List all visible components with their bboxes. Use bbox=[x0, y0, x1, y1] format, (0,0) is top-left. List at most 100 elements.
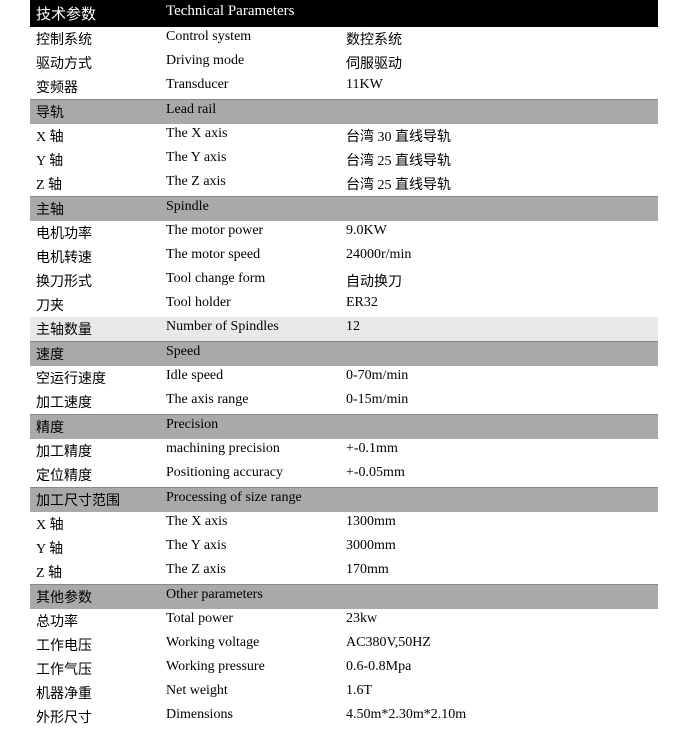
section-header: 精度 Precision bbox=[30, 414, 658, 439]
section-title-cn: 速度 bbox=[36, 344, 166, 364]
row-value: 9.0KW bbox=[346, 223, 652, 243]
row-label-en: The motor speed bbox=[166, 247, 346, 267]
section-title-cn: 其他参数 bbox=[36, 587, 166, 607]
row-value: 11KW bbox=[346, 77, 652, 97]
table-row: 刀夹Tool holderER32 bbox=[30, 293, 658, 317]
row-label-cn: Z 轴 bbox=[36, 174, 166, 194]
section-title-en: Other parameters bbox=[166, 587, 263, 607]
row-label-en: Working pressure bbox=[166, 659, 346, 679]
section-title-cn: 精度 bbox=[36, 417, 166, 437]
row-label-cn: 控制系统 bbox=[36, 29, 166, 49]
table-row: 加工速度The axis range0-15m/min bbox=[30, 390, 658, 414]
row-value: 台湾 30 直线导轨 bbox=[346, 126, 652, 146]
table-row: Z 轴The Z axis170mm bbox=[30, 560, 658, 584]
row-label-en: Number of Spindles bbox=[166, 319, 346, 339]
section-header: 其他参数Other parameters bbox=[30, 584, 658, 609]
header-cn: 技术参数 bbox=[36, 3, 166, 24]
row-label-en: The motor power bbox=[166, 223, 346, 243]
table-row: 加工精度machining precision+-0.1mm bbox=[30, 439, 658, 463]
table-row: 总功率Total power23kw bbox=[30, 609, 658, 633]
row-label-cn: 驱动方式 bbox=[36, 53, 166, 73]
row-label-en: Working voltage bbox=[166, 635, 346, 655]
table-row: 电机功率The motor power9.0KW bbox=[30, 221, 658, 245]
row-label-cn: 加工速度 bbox=[36, 392, 166, 412]
row-label-en: The axis range bbox=[166, 392, 346, 412]
row-value: 自动换刀 bbox=[346, 271, 652, 291]
row-value: 台湾 25 直线导轨 bbox=[346, 150, 652, 170]
table-row: 控制系统Control system数控系统 bbox=[30, 27, 658, 51]
table-row: 外形尺寸Dimensions4.50m*2.30m*2.10m bbox=[30, 705, 658, 729]
row-label-en: Tool holder bbox=[166, 295, 346, 315]
row-label-en: Idle speed bbox=[166, 368, 346, 388]
section-title-en: Precision bbox=[166, 417, 218, 437]
row-value: 1.6T bbox=[346, 683, 652, 703]
table-row: 工作电压Working voltageAC380V,50HZ bbox=[30, 633, 658, 657]
row-label-cn: Y 轴 bbox=[36, 150, 166, 170]
section-title-cn: 加工尺寸范围 bbox=[36, 490, 166, 510]
row-label-en: The Z axis bbox=[166, 562, 346, 582]
row-value: 1300mm bbox=[346, 514, 652, 534]
table-row: 换刀形式Tool change form自动换刀 bbox=[30, 269, 658, 293]
row-label-en: Tool change form bbox=[166, 271, 346, 291]
row-label-cn: 机器净重 bbox=[36, 683, 166, 703]
row-label-en: The X axis bbox=[166, 126, 346, 146]
row-label-cn: 工作气压 bbox=[36, 659, 166, 679]
section-header: 速度 Speed bbox=[30, 341, 658, 366]
row-label-cn: X 轴 bbox=[36, 126, 166, 146]
section-title-en: Processing of size range bbox=[166, 490, 302, 510]
table-row: 机器净重Net weight1.6T bbox=[30, 681, 658, 705]
table-row: Y 轴The Y axis台湾 25 直线导轨 bbox=[30, 148, 658, 172]
table-body: 控制系统Control system数控系统驱动方式Driving mode伺服… bbox=[30, 27, 658, 729]
row-label-cn: Y 轴 bbox=[36, 538, 166, 558]
row-value: 12 bbox=[346, 319, 652, 339]
row-value: 23kw bbox=[346, 611, 652, 631]
row-label-cn: 工作电压 bbox=[36, 635, 166, 655]
row-label-en: The Y axis bbox=[166, 150, 346, 170]
row-value: 数控系统 bbox=[346, 29, 652, 49]
row-value: ER32 bbox=[346, 295, 652, 315]
table-row: 定位精度Positioning accuracy+-0.05mm bbox=[30, 463, 658, 487]
row-value: 3000mm bbox=[346, 538, 652, 558]
row-label-cn: 换刀形式 bbox=[36, 271, 166, 291]
row-value: +-0.05mm bbox=[346, 465, 652, 485]
row-value: 0-15m/min bbox=[346, 392, 652, 412]
row-value: 台湾 25 直线导轨 bbox=[346, 174, 652, 194]
row-value: +-0.1mm bbox=[346, 441, 652, 461]
section-header: 加工尺寸范围Processing of size range bbox=[30, 487, 658, 512]
row-value: 0.6-0.8Mpa bbox=[346, 659, 652, 679]
row-label-cn: 外形尺寸 bbox=[36, 707, 166, 727]
section-title-cn: 导轨 bbox=[36, 102, 166, 122]
row-value: 4.50m*2.30m*2.10m bbox=[346, 707, 652, 727]
row-value: AC380V,50HZ bbox=[346, 635, 652, 655]
row-label-cn: 总功率 bbox=[36, 611, 166, 631]
row-label-en: Dimensions bbox=[166, 707, 346, 727]
table-row: 空运行速度Idle speed0-70m/min bbox=[30, 366, 658, 390]
row-label-cn: X 轴 bbox=[36, 514, 166, 534]
row-label-cn: 空运行速度 bbox=[36, 368, 166, 388]
row-label-en: Transducer bbox=[166, 77, 346, 97]
header-en: Technical Parameters bbox=[166, 3, 294, 24]
row-value: 伺服驱动 bbox=[346, 53, 652, 73]
row-label-en: Positioning accuracy bbox=[166, 465, 346, 485]
row-value: 24000r/min bbox=[346, 247, 652, 267]
row-label-en: Driving mode bbox=[166, 53, 346, 73]
row-label-cn: 电机功率 bbox=[36, 223, 166, 243]
table-header: 技术参数 Technical Parameters bbox=[30, 0, 658, 27]
row-label-en: The X axis bbox=[166, 514, 346, 534]
section-title-cn: 主轴 bbox=[36, 199, 166, 219]
section-title-en: Spindle bbox=[166, 199, 209, 219]
row-label-en: Net weight bbox=[166, 683, 346, 703]
spec-table: 技术参数 Technical Parameters 控制系统Control sy… bbox=[0, 0, 688, 729]
row-label-en: The Y axis bbox=[166, 538, 346, 558]
row-label-cn: Z 轴 bbox=[36, 562, 166, 582]
row-label-en: The Z axis bbox=[166, 174, 346, 194]
table-row: 驱动方式Driving mode伺服驱动 bbox=[30, 51, 658, 75]
section-header: 导轨Lead rail bbox=[30, 99, 658, 124]
table-row: X 轴The X axis台湾 30 直线导轨 bbox=[30, 124, 658, 148]
row-value: 0-70m/min bbox=[346, 368, 652, 388]
row-value: 170mm bbox=[346, 562, 652, 582]
row-label-cn: 主轴数量 bbox=[36, 319, 166, 339]
row-label-en: machining precision bbox=[166, 441, 346, 461]
section-title-en: Lead rail bbox=[166, 102, 216, 122]
row-label-en: Control system bbox=[166, 29, 346, 49]
